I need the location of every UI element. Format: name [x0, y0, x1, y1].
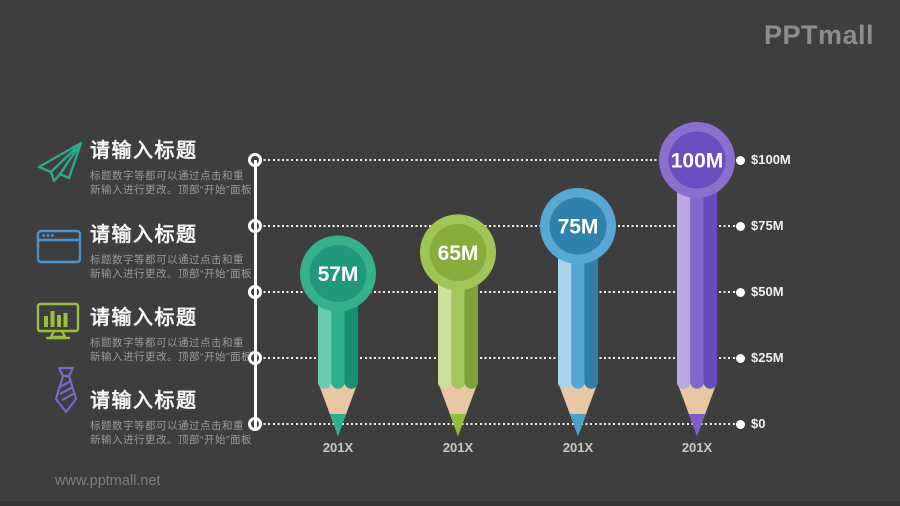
y-gridline: [259, 357, 735, 359]
pencil-wood: [677, 382, 717, 436]
necktie-icon: [48, 366, 96, 414]
pencil-body-stripe: [584, 226, 599, 382]
y-axis-marker: [247, 284, 262, 299]
pencil-head-inner: [429, 223, 487, 281]
placeholder-description[interactable]: 标题数字等都可以通过点击和重 新输入进行更改。顶部“开始”面板: [90, 420, 252, 446]
placeholder-description[interactable]: 标题数字等都可以通过点击和重 新输入进行更改。顶部“开始”面板: [90, 170, 252, 196]
pencil-head-inner: [309, 245, 367, 303]
pencil-wood: [318, 382, 358, 436]
pencil-bar[interactable]: 57M: [300, 235, 376, 436]
pencil-body-stripe: [677, 160, 691, 382]
y-tick-label: $50M: [751, 284, 784, 300]
placeholder-title[interactable]: 请输入标题: [90, 307, 198, 329]
sidebar-item-3[interactable]: 请输入标题 标题数字等都可以通过点击和重 新输入进行更改。顶部“开始”面板: [36, 299, 254, 377]
pencil-value-label: 100M: [671, 150, 724, 173]
x-tick-label: 201X: [681, 440, 713, 455]
y-tick-label: $25M: [751, 350, 784, 366]
placeholder-description[interactable]: 标题数字等都可以通过点击和重 新输入进行更改。顶部“开始”面板: [90, 337, 252, 363]
brand-logo: PPTmall: [763, 20, 874, 50]
y-axis-marker: [247, 350, 262, 365]
pencil-head-inner: [549, 197, 607, 255]
browser-window-icon: [36, 227, 84, 275]
pencil-tip: [329, 414, 347, 436]
website-link[interactable]: www.pptmall.net: [55, 473, 161, 489]
y-tick-label: $0: [751, 416, 766, 432]
y-tick-bullet: [736, 353, 745, 363]
monitor-chart-icon: [36, 302, 84, 350]
y-gridline: [259, 225, 735, 227]
y-tick-bullet: [736, 221, 745, 231]
y-tick-bullet: [736, 155, 745, 165]
pencil-wood: [438, 382, 478, 436]
pencil-body-stripe: [571, 226, 585, 382]
placeholder-title[interactable]: 请输入标题: [90, 140, 198, 162]
sidebar-item-2[interactable]: 请输入标题 标题数字等都可以通过点击和重 新输入进行更改。顶部“开始”面板: [36, 216, 254, 294]
paper-plane-icon: [36, 140, 84, 188]
placeholder-title[interactable]: 请输入标题: [90, 390, 198, 412]
pencil-body-stripe: [703, 160, 718, 382]
y-gridline: [259, 423, 735, 425]
sidebar-item-4[interactable]: 请输入标题 标题数字等都可以通过点击和重 新输入进行更改。顶部“开始”面板: [36, 366, 254, 460]
pencil-bar[interactable]: 75M: [540, 188, 616, 436]
pencil-tip: [569, 414, 587, 436]
y-tick-bullet: [736, 287, 745, 297]
bottom-edge: [0, 501, 900, 506]
y-axis-marker: [247, 416, 262, 431]
pencil-tip: [449, 414, 467, 436]
pencil-body-stripe: [690, 160, 704, 382]
x-tick-label: 201X: [322, 440, 354, 455]
pencil-value-label: 75M: [558, 216, 599, 239]
placeholder-title[interactable]: 请输入标题: [90, 224, 198, 246]
pencil-head-inner: [668, 131, 726, 189]
pencil-body-stripe: [558, 226, 572, 382]
y-axis-marker: [247, 152, 262, 167]
sidebar-item-1[interactable]: 请输入标题 标题数字等都可以通过点击和重 新输入进行更改。顶部“开始”面板: [36, 132, 254, 210]
pencil-wood: [558, 382, 598, 436]
pencil-value-label: 65M: [438, 242, 479, 265]
y-tick-bullet: [736, 419, 745, 429]
pencil-value-label: 57M: [318, 263, 359, 286]
y-gridline: [259, 291, 735, 293]
y-gridline: [259, 159, 735, 161]
placeholder-description[interactable]: 标题数字等都可以通过点击和重 新输入进行更改。顶部“开始”面板: [90, 254, 252, 280]
y-tick-label: $75M: [751, 218, 784, 234]
pencil-bar[interactable]: 100M: [659, 122, 735, 436]
x-tick-label: 201X: [442, 440, 474, 455]
pencil-tip: [688, 414, 706, 436]
y-tick-label: $100M: [751, 152, 791, 168]
y-axis-marker: [247, 218, 262, 233]
x-tick-label: 201X: [562, 440, 594, 455]
pencil-bar[interactable]: 65M: [420, 214, 496, 436]
